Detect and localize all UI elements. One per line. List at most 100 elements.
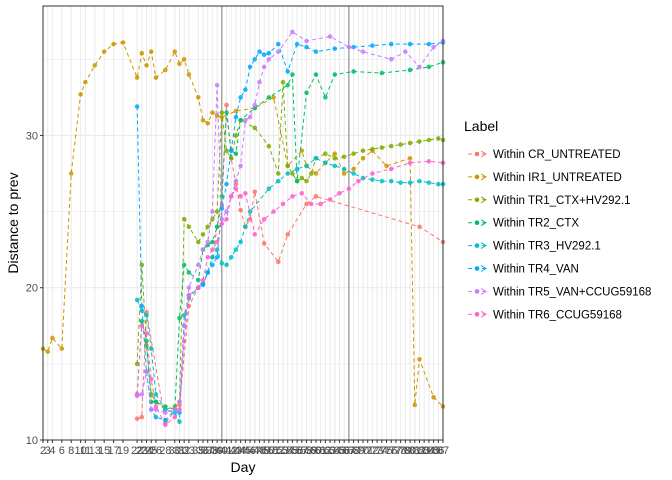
legend-key-arrow [480,196,487,204]
data-point [214,254,220,260]
x-tick-label: 4 [49,445,55,457]
data-point [78,92,83,97]
legend-key-point [474,220,480,225]
legend-item: Within TR1_CTX+HV292.1 [468,195,631,207]
x-tick-label: 62 [319,445,331,457]
data-point [177,399,182,405]
data-point [181,262,187,268]
x-tick-label: 70 [357,445,369,457]
y-tick-label: 30 [26,130,38,142]
data-point [134,297,140,303]
legend-label: Within TR2_CTX [493,218,579,230]
data-point [332,46,338,51]
data-point [45,349,51,354]
data-point [233,151,239,157]
series-line [42,41,444,407]
data-point [426,41,432,47]
data-point [285,232,291,237]
legend-item: Within TR4_VAN [468,264,579,276]
data-point [313,194,319,199]
data-point [247,209,253,214]
x-tick-label: 45 [239,445,251,457]
x-tick-label: 8 [68,445,74,457]
data-point [332,151,338,157]
data-point [426,64,432,70]
data-point [148,49,154,54]
data-point [228,148,234,153]
x-tick-label: 56 [291,445,303,457]
data-point [360,175,366,181]
data-point [200,282,206,287]
data-point [195,239,201,245]
legend-label: Within TR1_CTX+HV292.1 [493,195,631,207]
data-point [195,285,201,291]
data-point [417,224,422,230]
y-axis-title: Distance to prev [5,172,21,273]
data-point [271,95,276,100]
x-tick-label: 43 [230,445,242,457]
data-point [388,41,394,47]
legend-key-arrow [480,173,487,181]
data-point [139,318,145,324]
data-point [417,139,422,144]
plot-background [43,6,443,440]
data-point [252,56,258,62]
data-point [243,224,248,230]
data-point [195,95,201,100]
x-tick-label: 51 [267,445,279,457]
data-point [384,163,389,169]
data-point [337,191,342,196]
data-point [214,224,220,230]
x-tick-label: 15 [98,445,110,457]
series-line [136,61,444,411]
data-point [214,113,220,118]
data-point [210,262,215,268]
data-point [407,140,413,146]
data-point [398,180,403,185]
x-tick-label: 66 [338,445,350,457]
data-point [50,335,55,341]
x-tick-label: 78 [395,445,407,457]
data-point [261,52,267,58]
x-tick-label: 47 [249,445,261,457]
data-point [134,416,140,421]
data-point [417,178,422,184]
data-point [153,75,159,80]
data-point [323,151,328,157]
x-tick-label: 37 [202,445,214,457]
data-point [238,163,243,169]
data-point [407,180,413,185]
x-tick-label: 79 [399,445,411,457]
y-tick-label: 20 [26,283,38,295]
data-point [379,145,385,150]
data-point [181,56,187,62]
data-point [228,254,234,260]
data-point [186,293,192,298]
data-point [261,241,267,246]
data-point [351,69,356,74]
data-point [431,395,436,400]
x-tick-label: 32 [178,445,190,457]
data-point [435,136,441,141]
x-tick-label: 52 [272,445,284,457]
data-point [285,171,291,176]
data-point [360,155,366,161]
data-point [163,422,168,428]
data-point [304,90,309,96]
data-point [407,41,413,47]
data-point [304,201,309,207]
data-point [290,194,295,199]
data-point [313,72,319,77]
data-point [214,239,220,245]
data-point [243,117,248,123]
data-point [186,72,192,77]
x-tick-label: 39 [211,445,223,457]
data-point [417,64,422,70]
data-point [195,262,201,268]
data-point [219,221,225,227]
legend-label: Within IR1_UNTREATED [493,172,622,184]
data-point [252,189,258,195]
data-point [275,49,281,54]
data-point [214,247,220,252]
data-point [275,171,281,176]
